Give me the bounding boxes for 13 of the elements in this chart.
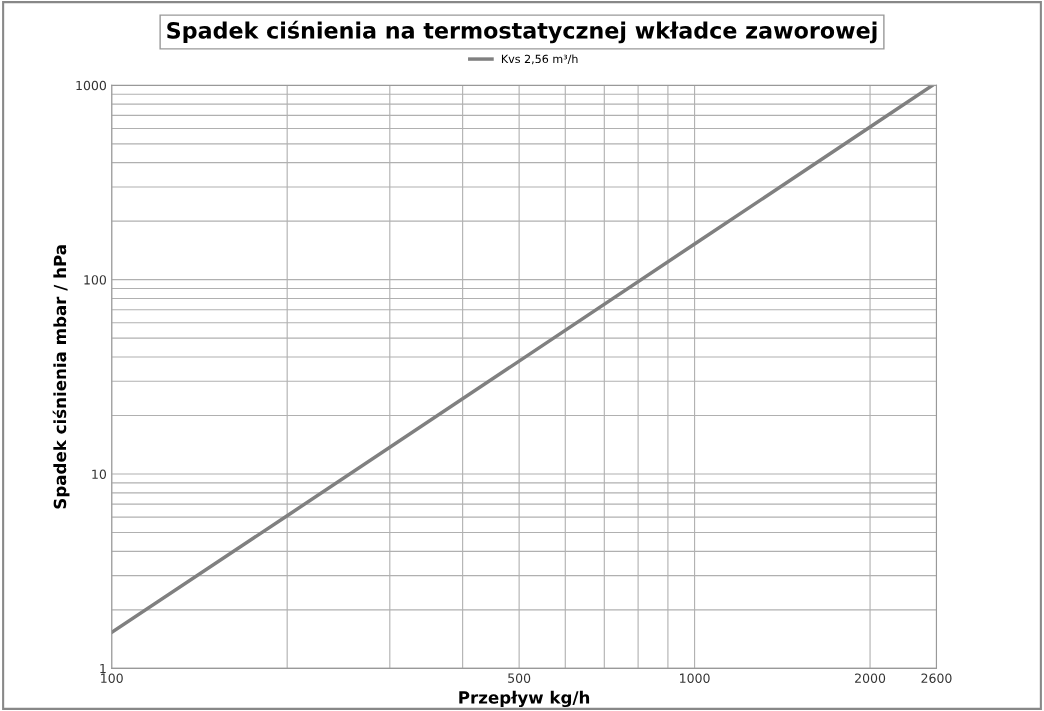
y-tick-label: 1 (100, 663, 106, 674)
x-tick-label: 1000 (680, 673, 710, 683)
chart-title: Spadek ciśnienia na termostatycznej wkładce zaworowej (167, 20, 877, 44)
legend-label: Kvs 2,56 m³/h (501, 54, 578, 65)
y-tick-label: 10 (92, 469, 107, 479)
x-tick-label: 2000 (855, 673, 886, 683)
y-tick-label: 1000 (76, 80, 107, 91)
y-axis-title: Spadek ciśnienia mbar / hPa (52, 245, 70, 509)
y-tick-label: 100 (84, 275, 107, 285)
x-axis-title: Przepływ kg/h (459, 690, 590, 708)
x-tick-label: 2600 (921, 673, 952, 683)
x-tick-label: 100 (101, 673, 123, 683)
x-tick-label: 500 (508, 673, 531, 683)
